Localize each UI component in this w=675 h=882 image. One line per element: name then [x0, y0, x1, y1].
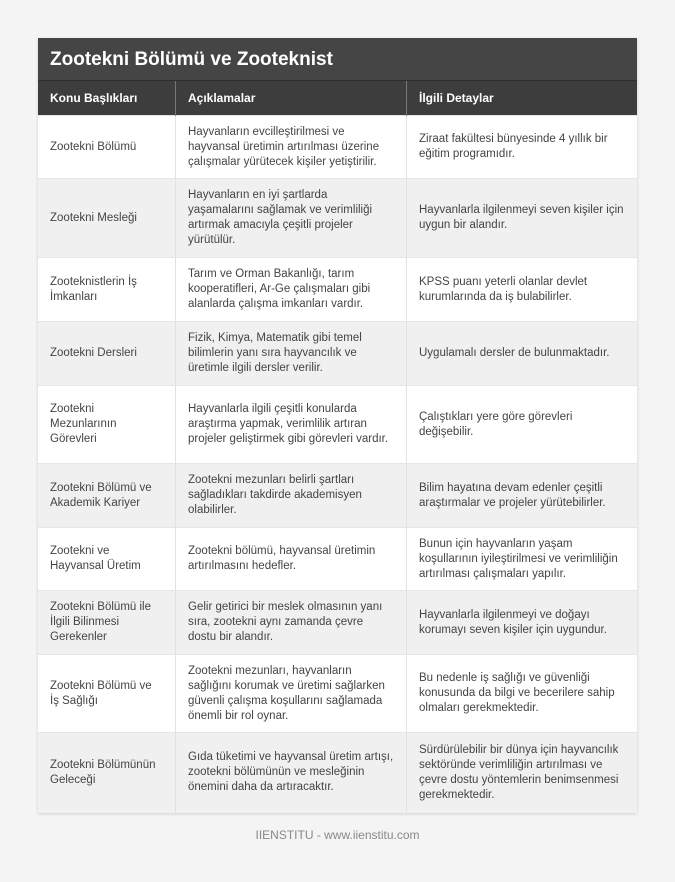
- details-cell: Ziraat fakültesi bünyesinde 4 yıllık bir…: [406, 115, 637, 179]
- description-cell: Fizik, Kimya, Matematik gibi temel bilim…: [175, 321, 407, 386]
- table-row: Zootekni Bölümünün Geleceği Gıda tüketimi…: [38, 732, 637, 813]
- table-row: Zooteknistlerin İş İmkanları Tarım ve Orm…: [38, 257, 637, 322]
- topic-cell: Zootekni Bölümü ile İlgili Bilinmesi Ger…: [38, 590, 176, 655]
- description-cell: Zootekni mezunları belirli şartları sağl…: [175, 463, 407, 528]
- table-row: Zootekni ve Hayvansal Üretim Zootekni böl…: [38, 527, 637, 591]
- description-cell: Tarım ve Orman Bakanlığı, tarım kooperat…: [175, 257, 407, 322]
- topic-cell: Zootekni Bölümü: [38, 115, 176, 179]
- table-title: Zootekni Bölümü ve Zooteknist: [38, 38, 637, 81]
- footer-watermark: IIENSTITU - www.iienstitu.com: [255, 828, 420, 842]
- details-cell: KPSS puanı yeterli olanlar devlet kuruml…: [406, 257, 637, 322]
- topic-cell: Zootekni Mezunlarının Görevleri: [38, 385, 176, 464]
- topic-cell: Zootekni Bölümünün Geleceği: [38, 732, 176, 813]
- info-table: Konu Başlıkları Açıklamalar İlgili Detay…: [38, 81, 637, 813]
- info-table-card: Zootekni Bölümü ve Zooteknist Konu Başlı…: [38, 38, 637, 813]
- table-row: Zootekni Bölümü ile İlgili Bilinmesi Ger…: [38, 590, 637, 655]
- description-cell: Zootekni mezunları, hayvanların sağlığın…: [175, 654, 407, 733]
- table-row: Zootekni Bölümü ve İş Sağlığı Zootekni me…: [38, 654, 637, 733]
- table-row: Zootekni Mesleği Hayvanların en iyi şartl…: [38, 178, 637, 258]
- description-cell: Zootekni bölümü, hayvansal üretimin artı…: [175, 527, 407, 591]
- details-cell: Çalıştıkları yere göre görevleri değişeb…: [406, 385, 637, 464]
- table-row: Zootekni Bölümü ve Akademik Kariyer Zoote…: [38, 463, 637, 528]
- description-cell: Hayvanlarla ilgili çeşitli konularda ara…: [175, 385, 407, 464]
- description-cell: Hayvanların evcilleştirilmesi ve hayvans…: [175, 115, 407, 179]
- topic-cell: Zootekni ve Hayvansal Üretim: [38, 527, 176, 591]
- description-cell: Hayvanların en iyi şartlarda yaşamaların…: [175, 178, 407, 258]
- details-cell: Sürdürülebilir bir dünya için hayvancılı…: [406, 732, 637, 813]
- table-row: Zootekni Dersleri Fizik, Kimya, Matematik…: [38, 321, 637, 386]
- details-cell: Bunun için hayvanların yaşam koşullarını…: [406, 527, 637, 591]
- table-row: Zootekni Bölümü Hayvanların evcilleştiril…: [38, 115, 637, 179]
- topic-cell: Zooteknistlerin İş İmkanları: [38, 257, 176, 322]
- header-topic: Konu Başlıkları: [38, 81, 176, 116]
- header-details: İlgili Detaylar: [406, 81, 637, 116]
- table-header-row: Konu Başlıkları Açıklamalar İlgili Detay…: [38, 81, 637, 116]
- details-cell: Bilim hayatına devam edenler çeşitli ara…: [406, 463, 637, 528]
- description-cell: Gelir getirici bir meslek olmasının yanı…: [175, 590, 407, 655]
- table-row: Zootekni Mezunlarının Görevleri Hayvanlar…: [38, 385, 637, 464]
- details-cell: Uygulamalı dersler de bulunmaktadır.: [406, 321, 637, 386]
- description-cell: Gıda tüketimi ve hayvansal üretim artışı…: [175, 732, 407, 813]
- header-description: Açıklamalar: [175, 81, 407, 116]
- topic-cell: Zootekni Bölümü ve İş Sağlığı: [38, 654, 176, 733]
- details-cell: Hayvanlarla ilgilenmeyi ve doğayı koruma…: [406, 590, 637, 655]
- topic-cell: Zootekni Dersleri: [38, 321, 176, 386]
- topic-cell: Zootekni Bölümü ve Akademik Kariyer: [38, 463, 176, 528]
- details-cell: Hayvanlarla ilgilenmeyi seven kişiler iç…: [406, 178, 637, 258]
- details-cell: Bu nedenle iş sağlığı ve güvenliği konus…: [406, 654, 637, 733]
- topic-cell: Zootekni Mesleği: [38, 178, 176, 258]
